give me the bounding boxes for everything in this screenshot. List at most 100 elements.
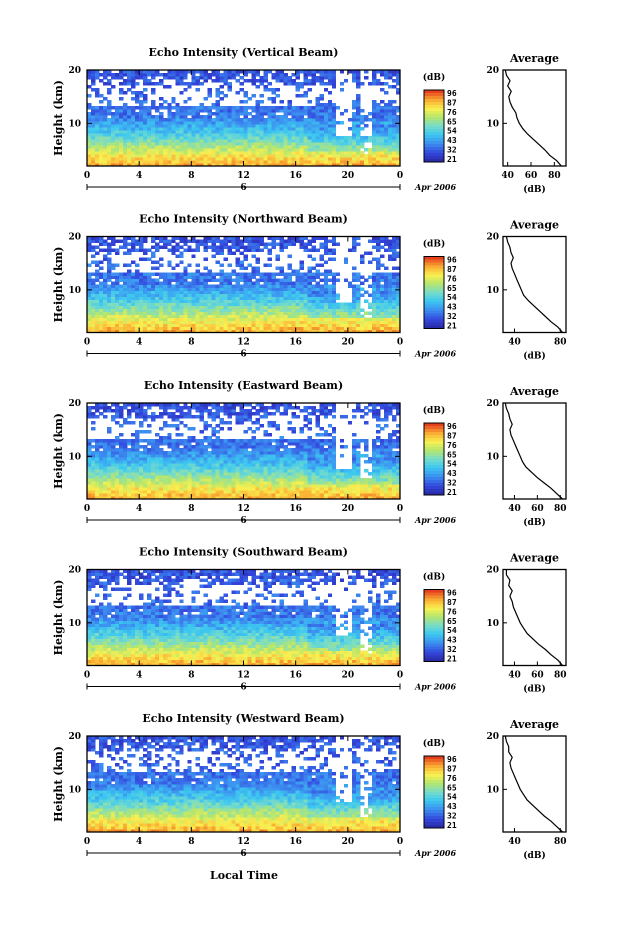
heatmap-cell (279, 79, 285, 83)
heatmap-cell (215, 290, 220, 294)
heatmap-cell (331, 248, 337, 252)
heatmap-cell (387, 163, 393, 167)
heatmap-cell (379, 73, 385, 77)
heatmap-cell (199, 418, 204, 422)
heatmap-cell (247, 154, 252, 158)
heatmap-cell (107, 487, 112, 491)
heatmap-cell (319, 254, 325, 258)
heatmap-cell (119, 496, 124, 500)
heatmap-cell (183, 296, 188, 300)
heatmap-cell (307, 296, 313, 300)
heatmap-cell (299, 82, 305, 86)
heatmap-cell (159, 496, 164, 500)
heatmap-cell (191, 496, 196, 500)
heatmap-cell (287, 157, 293, 161)
heatmap-cell (371, 245, 377, 249)
heatmap-cell (179, 320, 184, 324)
heatmap-cell (139, 145, 144, 149)
heatmap-cell (107, 139, 112, 143)
heatmap-cell (167, 70, 172, 74)
heatmap-cell (91, 439, 96, 443)
heatmap-cell (391, 317, 397, 321)
heatmap-cell (311, 293, 317, 297)
heatmap-cell (351, 293, 357, 297)
heatmap-cell (179, 299, 184, 303)
heatmap-cell (151, 127, 156, 131)
heatmap-cell (307, 311, 313, 315)
heatmap-cell (323, 296, 329, 300)
heatmap-cell (303, 154, 309, 158)
heatmap-cell (287, 133, 293, 137)
heatmap-cell (227, 136, 232, 140)
heatmap-cell (283, 323, 289, 327)
heatmap-cell (95, 466, 100, 470)
heatmap-cell (187, 454, 192, 458)
heatmap-cell (383, 275, 389, 279)
heatmap-cell (171, 466, 176, 470)
heatmap-cell (103, 239, 108, 243)
heatmap-cell (215, 151, 220, 155)
heatmap-cell (235, 121, 240, 125)
heatmap-cell (279, 239, 285, 243)
heatmap-cell (227, 281, 232, 285)
heatmap-cell (235, 127, 240, 131)
heatmap-cell (379, 275, 385, 279)
heatmap-cell (131, 290, 136, 294)
heatmap-cell (183, 463, 188, 467)
panel-1: Echo Intensity (Northward Beam)Height (k… (52, 213, 567, 362)
heatmap-cell (355, 76, 361, 80)
heatmap-cell (239, 326, 244, 330)
heatmap-cell (139, 121, 144, 125)
heatmap-cell (383, 133, 389, 137)
heatmap-cell (331, 299, 337, 303)
heatmap-cell (187, 106, 192, 110)
heatmap-cell (287, 124, 293, 128)
heatmap-cell (143, 481, 148, 485)
heatmap-cell (375, 266, 381, 270)
heatmap-cell (187, 118, 192, 122)
heatmap-cell (375, 151, 381, 155)
heatmap-cell (131, 245, 136, 249)
heatmap-cell (323, 290, 329, 294)
heatmap-cell (243, 409, 248, 413)
heatmap-cell (199, 148, 204, 152)
heatmap-cell (203, 278, 208, 282)
heatmap-cell (99, 79, 104, 83)
heatmap-cell (99, 160, 104, 164)
heatmap-cell (147, 424, 152, 428)
heatmap-cell (203, 118, 208, 122)
heatmap-cell (123, 109, 128, 113)
heatmap-cell (183, 448, 188, 452)
heatmap-cell (355, 314, 361, 318)
heatmap-cell (123, 139, 128, 143)
heatmap-cell (179, 433, 184, 437)
heatmap-cell (111, 418, 116, 422)
heatmap-cell (139, 490, 144, 494)
heatmap-cell (103, 281, 108, 285)
heatmap-cell (139, 454, 144, 458)
heatmap-cell (275, 142, 281, 146)
heatmap-cell (263, 139, 268, 143)
heatmap-cell (151, 415, 156, 419)
heatmap-cell (203, 290, 208, 294)
colorbar-segment (424, 150, 444, 154)
heatmap-cell (199, 323, 204, 327)
heatmap-cell (255, 163, 260, 167)
heatmap-cell (139, 284, 144, 288)
heatmap-cell (239, 272, 244, 276)
heatmap-cell (103, 136, 108, 140)
heatmap-cell (163, 106, 168, 110)
heatmap-cell (91, 124, 96, 128)
heatmap-cell (191, 142, 196, 146)
heatmap-cell (283, 308, 289, 312)
heatmap-cell (87, 299, 92, 303)
heatmap-cell (351, 302, 357, 306)
colorbar-segment (424, 313, 444, 317)
heatmap-cell (147, 257, 152, 261)
heatmap-cell (167, 466, 172, 470)
heatmap-cell (255, 293, 260, 297)
heatmap-cell (211, 112, 216, 116)
heatmap-cell (207, 424, 212, 428)
heatmap-cell (99, 236, 104, 240)
heatmap-cell (315, 290, 321, 294)
